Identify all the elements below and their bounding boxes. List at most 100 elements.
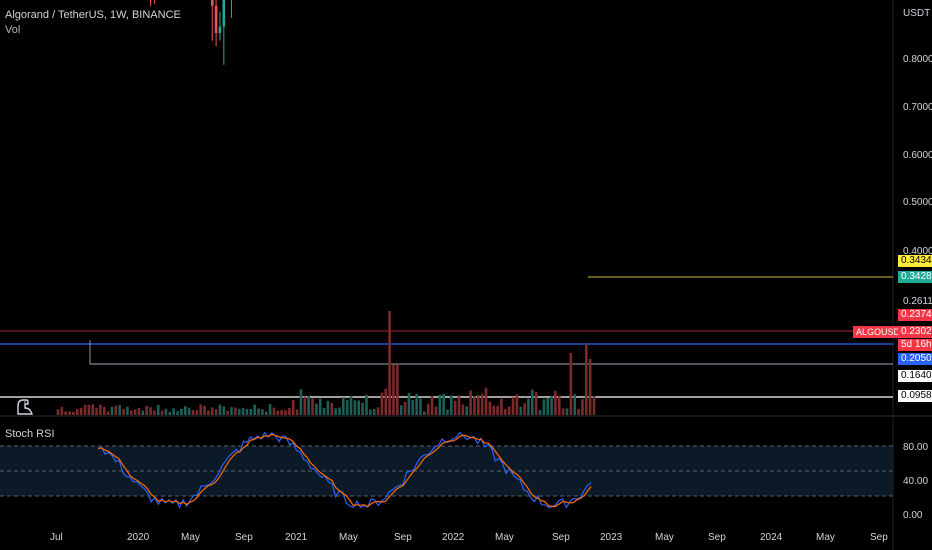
volume-bar [384,388,388,415]
volume-bar [75,408,79,415]
volume-bar [102,406,106,415]
stoch-rsi-lines [97,431,592,509]
volume-bar [60,406,64,415]
volume-bar [191,410,195,415]
volume-bar [550,395,553,415]
volume-bar [380,392,384,415]
volume-bar [149,407,152,415]
volume-bar [411,400,415,415]
candle-body [222,0,226,27]
volume-bar [257,408,260,415]
volume-bar [234,407,237,415]
volume-bar [95,408,98,415]
symbol-tag: ALGOUSDT [853,326,909,338]
volume-bar [153,410,156,415]
volume-bar [465,406,469,415]
volume-bar [399,405,403,415]
rsi-tick: 80.00 [903,442,928,453]
price-tag-blue: 0.2050 [898,353,932,365]
volume-label: Vol [5,24,21,36]
time-tick: 2021 [285,532,308,543]
volume-bar [396,365,399,415]
volume-bar [268,404,272,415]
volume-bar [376,407,380,415]
volume-bar [118,404,121,415]
volume-bar [56,409,60,415]
volume-bar [450,395,453,415]
rsi-tick: 0.00 [903,510,923,521]
volume-bar [245,408,249,415]
volume-bar [315,403,318,415]
volume-bar [349,395,353,415]
volume-bar [210,407,214,415]
volume-bar [438,394,442,415]
candle-body [214,5,218,34]
volume-bar [318,398,322,415]
candle-body [218,26,222,34]
price-tag-red: 0.2374 [898,309,932,321]
volume-bar [577,408,580,415]
volume-bar [222,406,226,415]
volume-bar [133,409,137,415]
time-tick: May [181,532,200,543]
volume-bar [334,408,337,415]
volume-bar [87,404,91,415]
volume-bar [91,404,95,415]
volume-bar [369,409,372,415]
volume-bar [357,400,361,415]
price-tick: 0.2611 [903,296,932,307]
chart-title: Algorand / TetherUS, 1W, BINANCE [5,9,181,21]
volume-bar [484,387,488,415]
volume-bar [284,410,287,415]
volume-bar [141,410,145,415]
volume-bar [218,404,222,415]
volume-bar [488,401,492,415]
volume-bar [342,397,345,415]
price-tag-yellow: 0.3434 [898,255,932,267]
volume-bar [183,406,187,415]
volume-bar [126,406,129,415]
volume-bar [588,359,592,415]
volume-bar [160,410,164,415]
time-tick: Jul [50,532,63,543]
volume-bar [403,401,407,415]
volume-bar [276,410,280,415]
time-tick: 2024 [760,532,783,543]
candle-body [210,0,214,6]
volume-bar [388,311,391,415]
volume-bar [187,407,191,415]
volume-bar [554,390,557,415]
volume-bar [99,404,102,415]
time-tick: Sep [708,532,726,543]
volume-bar [573,394,577,415]
volume-bar [114,405,118,415]
volume-bar [68,411,71,415]
volume-bar [311,398,314,415]
volume-bar [288,408,291,415]
volume-bar [303,396,307,415]
volume-bar [261,409,264,415]
volume-bar [361,402,364,415]
volume-bar [453,400,457,415]
volume-bar [419,398,422,415]
price-tick: 0.7000 [903,102,932,113]
volume-bar [430,396,434,415]
volume-bar [461,404,465,415]
volume-bar [511,397,515,415]
volume-bar [156,404,160,415]
volume-bar [203,405,206,415]
volume-bar [295,409,299,415]
volume-bar [557,395,561,415]
volume-bar [500,398,503,415]
volume-bar [207,410,210,415]
volume-bar [434,406,438,415]
price-tick: 0.6000 [903,150,932,161]
dino-icon[interactable] [17,399,33,415]
volume-bar [110,406,114,415]
stoch-rsi-d-line [97,433,592,508]
volume-bar [407,392,411,415]
volume-bar [64,411,68,415]
volume-bar [426,403,430,415]
price-tag-white-1: 0.1640 [898,370,932,382]
